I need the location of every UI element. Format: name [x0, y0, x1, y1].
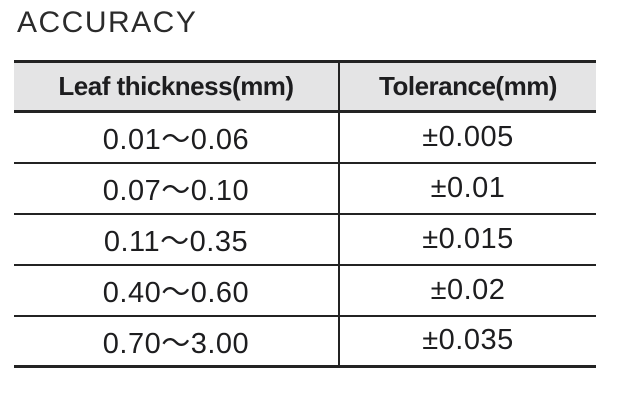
cell-leaf-thickness: 0.11〜0.35: [14, 213, 340, 266]
cell-leaf-thickness: 0.70〜3.00: [14, 315, 340, 368]
cell-tolerance: ±0.02: [339, 264, 596, 317]
cell-tolerance: ±0.01: [339, 162, 596, 215]
column-header-leaf-thickness: Leaf thickness(mm): [14, 61, 340, 113]
table-row: 0.40〜0.60 ±0.02: [14, 264, 596, 317]
cell-tolerance: ±0.035: [339, 315, 596, 368]
page-title: ACCURACY: [17, 6, 198, 39]
table-row: 0.70〜3.00 ±0.035: [14, 315, 596, 368]
table-body: 0.01〜0.06 ±0.005 0.07〜0.10 ±0.01 0.11〜0.35 ±0…: [14, 111, 596, 368]
cell-leaf-thickness: 0.01〜0.06: [14, 111, 340, 164]
table-row: 0.11〜0.35 ±0.015: [14, 213, 596, 266]
cell-tolerance: ±0.005: [339, 111, 596, 164]
cell-leaf-thickness: 0.40〜0.60: [14, 264, 340, 317]
cell-leaf-thickness: 0.07〜0.10: [14, 162, 340, 215]
accuracy-table: Leaf thickness(mm) Tolerance(mm) 0.01〜0.…: [14, 60, 596, 368]
table-row: 0.07〜0.10 ±0.01: [14, 162, 596, 215]
column-header-tolerance: Tolerance(mm): [339, 61, 596, 113]
cell-tolerance: ±0.015: [339, 213, 596, 266]
table-row: 0.01〜0.06 ±0.005: [14, 111, 596, 164]
table-header: Leaf thickness(mm) Tolerance(mm): [14, 61, 596, 113]
table-header-row: Leaf thickness(mm) Tolerance(mm): [14, 61, 596, 113]
